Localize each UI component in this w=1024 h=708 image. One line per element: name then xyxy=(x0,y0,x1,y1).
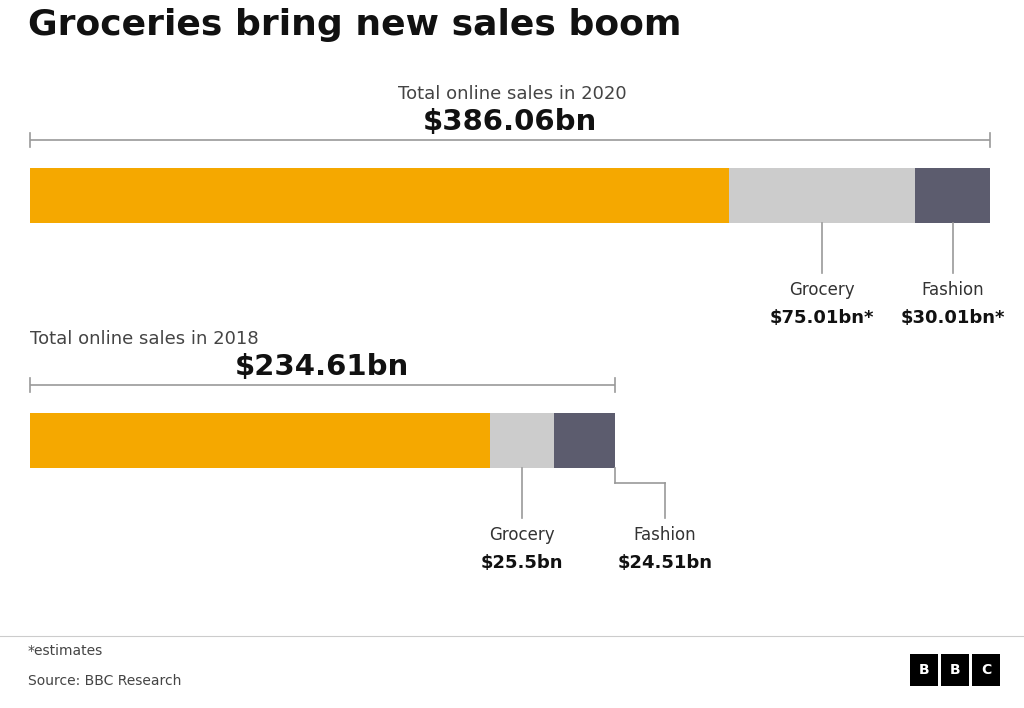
Text: $25.5bn: $25.5bn xyxy=(480,554,563,572)
Text: Total online sales in 2018: Total online sales in 2018 xyxy=(30,330,259,348)
Bar xyxy=(554,413,614,468)
Text: *estimates: *estimates xyxy=(28,644,103,658)
Bar xyxy=(490,413,554,468)
Bar xyxy=(941,654,969,686)
Bar xyxy=(972,654,1000,686)
Text: Fashion: Fashion xyxy=(633,526,696,544)
Text: Grocery: Grocery xyxy=(489,526,555,544)
Text: Source: BBC Research: Source: BBC Research xyxy=(28,674,181,688)
Text: $75.01bn*: $75.01bn* xyxy=(770,309,874,327)
Text: B: B xyxy=(949,663,961,677)
Text: C: C xyxy=(981,663,991,677)
Text: Grocery: Grocery xyxy=(790,281,855,299)
Bar xyxy=(915,168,990,223)
Text: $386.06bn: $386.06bn xyxy=(423,108,597,136)
Text: Groceries bring new sales boom: Groceries bring new sales boom xyxy=(28,8,682,42)
Text: $24.51bn: $24.51bn xyxy=(617,554,712,572)
Bar xyxy=(910,654,938,686)
Text: $234.61bn: $234.61bn xyxy=(236,353,410,381)
Bar xyxy=(30,168,729,223)
Text: $30.01bn*: $30.01bn* xyxy=(900,309,1005,327)
Text: B: B xyxy=(919,663,930,677)
Text: Total online sales in 2020: Total online sales in 2020 xyxy=(397,85,627,103)
Bar xyxy=(30,413,490,468)
Bar xyxy=(729,168,915,223)
Text: Fashion: Fashion xyxy=(922,281,984,299)
